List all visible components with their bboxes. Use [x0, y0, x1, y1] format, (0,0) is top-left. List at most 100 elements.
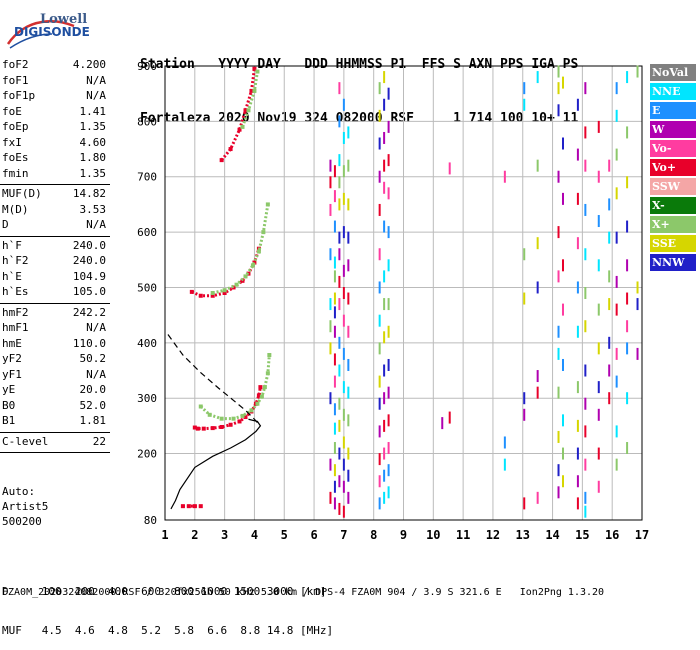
noise-mark — [557, 430, 560, 443]
noise-mark — [536, 491, 539, 504]
trace-curve — [220, 68, 256, 162]
noise-mark — [636, 281, 639, 294]
param-label: yE — [2, 383, 16, 396]
panel-separator — [0, 302, 110, 304]
param-label: h`F2 — [2, 254, 29, 267]
noise-mark — [523, 497, 526, 510]
noise-mark — [378, 375, 381, 388]
noise-mark — [333, 464, 336, 477]
x-tick-label: 4 — [251, 528, 258, 542]
noise-mark — [338, 336, 341, 349]
noise-mark — [387, 325, 390, 338]
legend-item-nnw: NNW — [650, 254, 696, 271]
noise-mark — [503, 458, 506, 471]
noise-mark — [584, 458, 587, 471]
noise-mark — [342, 381, 345, 394]
trace-curve — [212, 204, 270, 295]
noise-mark — [338, 397, 341, 410]
trace-point — [258, 385, 263, 390]
param-row-ye: yE 20.0 — [0, 383, 110, 399]
noise-mark — [333, 375, 336, 388]
noise-mark — [383, 447, 386, 460]
noise-mark — [576, 419, 579, 432]
noise-mark — [383, 270, 386, 283]
y-tick-label: 200 — [137, 448, 157, 461]
noise-mark — [536, 159, 539, 172]
noise-mark — [378, 453, 381, 466]
y-tick-label: 800 — [137, 115, 157, 128]
noise-mark — [342, 226, 345, 239]
legend-item-vo: Vo+ — [650, 159, 696, 176]
noise-mark — [333, 256, 336, 269]
noise-mark — [584, 491, 587, 504]
trace-point — [256, 249, 261, 254]
noise-mark — [338, 198, 341, 211]
param-row-md: M(D) 3.53 — [0, 203, 110, 219]
noise-mark — [338, 82, 341, 95]
noise-mark — [584, 82, 587, 95]
noise-mark — [387, 120, 390, 133]
param-label: hmE — [2, 336, 22, 350]
noise-mark — [333, 270, 336, 283]
noise-mark — [615, 231, 618, 244]
noise-mark — [383, 491, 386, 504]
y-tick-label: 700 — [137, 171, 157, 184]
noise-mark — [503, 170, 506, 183]
param-row-hes: h`Es 105.0 — [0, 285, 110, 301]
legend-item-sse: SSE — [650, 235, 696, 252]
ionogram-chart: 1 2 3 4 5 6 7 8 9 10 11 12 13 14 15 16 17802003004005006… — [137, 60, 649, 542]
noise-mark — [561, 475, 564, 488]
noise-mark — [383, 331, 386, 344]
noise-mark — [523, 408, 526, 421]
param-label: M(D) — [2, 202, 29, 216]
y-tick-label: 400 — [137, 337, 157, 350]
param-row-foes: foEs 1.80 — [0, 151, 110, 167]
noise-mark — [378, 314, 381, 327]
param-row-clevel: C-level 22 — [0, 435, 110, 451]
noise-mark — [347, 126, 350, 139]
density-profile-line — [170, 418, 262, 510]
muf-table: D 100 200 400 600 800 1000 1500 3000 [km… — [2, 559, 333, 650]
param-value: 1.35 — [79, 166, 107, 180]
y-tick-label: 300 — [137, 392, 157, 405]
header-values: Fortaleza 2020 Nov19 324 082000 RSF 1 71… — [140, 111, 579, 126]
noise-mark — [615, 425, 618, 438]
param-value: 50.2 — [79, 352, 107, 365]
noise-mark — [329, 176, 332, 189]
legend-item-w: W — [650, 121, 696, 138]
x-tick-label: 5 — [281, 528, 288, 542]
param-label: B0 — [2, 398, 16, 412]
param-row-foe: foE 1.41 — [0, 105, 110, 121]
noise-mark — [557, 464, 560, 477]
noise-mark — [597, 120, 600, 133]
noise-mark — [342, 347, 345, 360]
noise-mark — [347, 259, 350, 272]
noise-mark — [329, 491, 332, 504]
noise-mark — [378, 497, 381, 510]
noise-mark — [329, 458, 332, 471]
noise-mark — [338, 154, 341, 167]
auto-program: Artist5 — [2, 500, 49, 513]
trace-point — [250, 263, 255, 268]
noise-mark — [378, 475, 381, 488]
x-tick-label: 11 — [456, 528, 470, 542]
noise-mark — [536, 71, 539, 84]
param-value: 3.53 — [79, 202, 107, 216]
trace-point — [228, 147, 233, 152]
noise-mark — [584, 248, 587, 261]
noise-mark — [597, 408, 600, 421]
distance-row: D 100 200 400 600 800 1000 1500 3000 [km… — [2, 585, 327, 598]
param-label: h`F — [2, 238, 22, 252]
x-tick-label: 14 — [545, 528, 559, 542]
noise-mark — [561, 259, 564, 272]
noise-mark — [615, 82, 618, 95]
noise-mark — [557, 170, 560, 183]
param-row-b1: B1 1.81 — [0, 414, 110, 430]
noise-mark — [387, 358, 390, 371]
param-label: foF1p — [2, 89, 36, 102]
param-row-fxi: fxI 4.60 — [0, 136, 110, 152]
noise-mark — [615, 148, 618, 161]
noise-mark — [626, 126, 629, 139]
noise-mark — [576, 98, 579, 111]
noise-mark — [584, 397, 587, 410]
